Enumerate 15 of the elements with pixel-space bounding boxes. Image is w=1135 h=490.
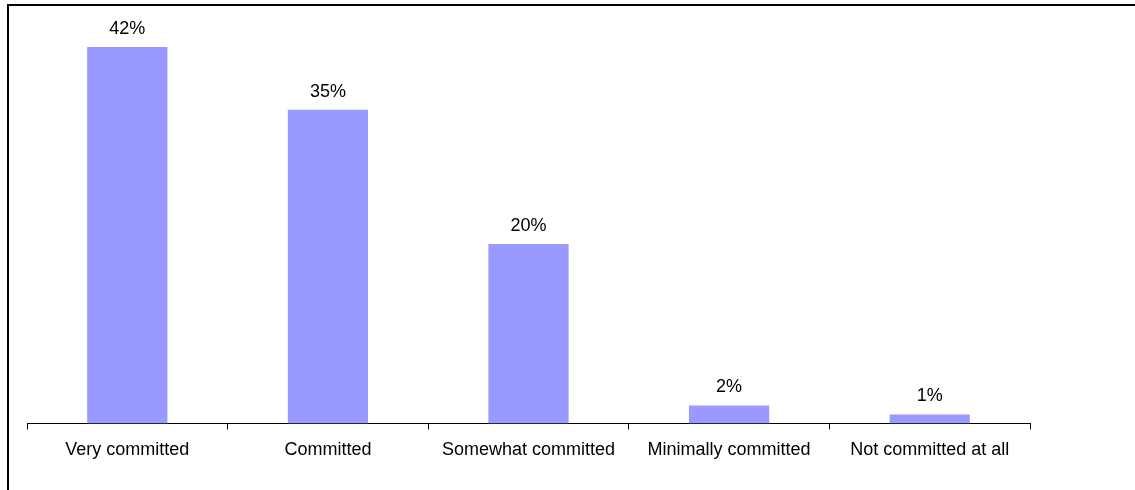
bar xyxy=(688,405,770,424)
x-tick-label: Very committed xyxy=(65,439,190,460)
x-tick-label: Somewhat committed xyxy=(441,439,616,460)
bar xyxy=(287,109,369,424)
data-label: 1% xyxy=(916,385,943,406)
bar xyxy=(889,414,970,424)
data-label: 35% xyxy=(309,80,346,101)
x-tick-label: Committed xyxy=(284,439,372,460)
data-label: 20% xyxy=(510,215,547,236)
x-tick-label: Not committed at all xyxy=(850,439,1010,460)
data-label: 42% xyxy=(109,17,146,38)
data-label: 2% xyxy=(716,376,743,397)
bar xyxy=(488,244,569,424)
x-tick-label: Minimally committed xyxy=(647,439,811,460)
bar xyxy=(87,46,168,424)
